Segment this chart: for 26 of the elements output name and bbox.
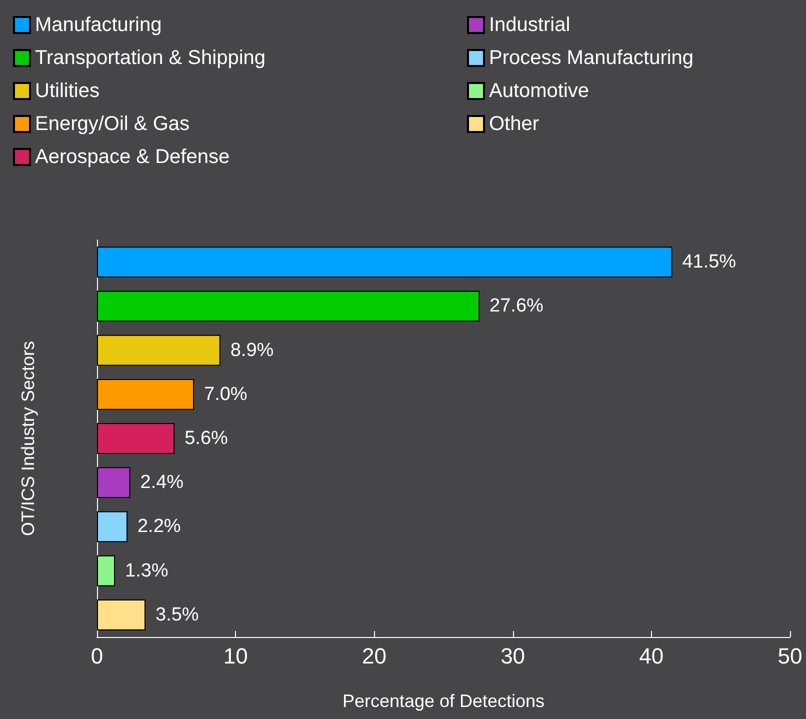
legend-label: Aerospace & Defense	[35, 146, 230, 168]
data-label: 5.6%	[184, 428, 228, 449]
data-label: 41.5%	[682, 252, 736, 273]
data-label: 2.4%	[140, 472, 184, 494]
legend-label: Other	[489, 113, 540, 135]
x-axis-title: Percentage of Detections	[342, 691, 545, 711]
legend-label: Process Manufacturing	[489, 47, 694, 69]
legend-label: Manufacturing	[35, 14, 162, 36]
legend-label: Transportation & Shipping	[35, 47, 266, 69]
legend-label: Automotive	[489, 80, 590, 102]
x-tick-label: 50	[778, 644, 802, 668]
x-tick-label: 40	[639, 644, 664, 668]
x-tick-label: 0	[90, 644, 104, 668]
y-axis-title: OT/ICS Industry Sectors	[18, 340, 38, 536]
legend-label: Energy/Oil & Gas	[35, 113, 190, 135]
x-tick-label: 20	[362, 644, 386, 668]
legend-label: Industrial	[489, 14, 570, 36]
data-label: 2.2%	[137, 516, 181, 538]
legend-label: Utilities	[35, 80, 100, 102]
data-label: 3.5%	[156, 604, 199, 626]
data-label: 1.3%	[125, 560, 168, 582]
x-tick-label: 30	[500, 644, 526, 668]
data-label: 8.9%	[230, 340, 274, 361]
data-label: 27.6%	[490, 296, 544, 317]
data-label: 7.0%	[204, 384, 248, 405]
x-tick-label: 10	[223, 644, 248, 668]
